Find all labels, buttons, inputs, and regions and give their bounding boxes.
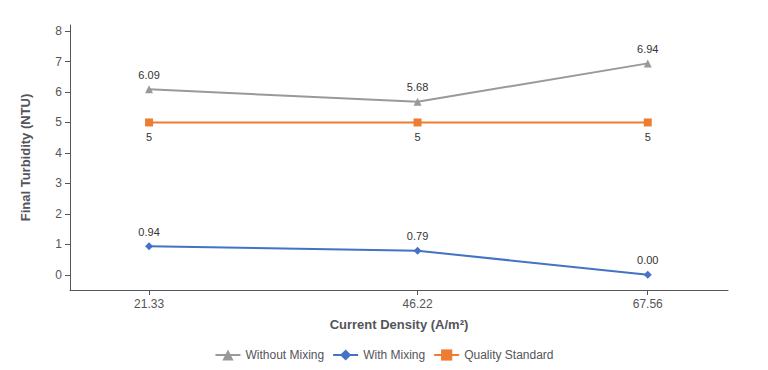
svg-text:Without Mixing: Without Mixing	[245, 348, 324, 362]
svg-text:5: 5	[645, 131, 651, 143]
svg-text:8: 8	[55, 24, 62, 38]
svg-text:6.94: 6.94	[637, 43, 658, 55]
svg-text:Final Turbidity (NTU): Final Turbidity (NTU)	[18, 94, 33, 222]
svg-text:5: 5	[55, 115, 62, 129]
svg-text:46.22: 46.22	[403, 297, 433, 311]
svg-text:6.09: 6.09	[138, 69, 159, 81]
svg-text:6: 6	[55, 85, 62, 99]
svg-text:0.00: 0.00	[637, 254, 658, 266]
svg-text:5.68: 5.68	[407, 81, 428, 93]
svg-text:21.33: 21.33	[134, 297, 164, 311]
svg-text:2: 2	[55, 207, 62, 221]
svg-text:Quality Standard: Quality Standard	[464, 348, 553, 362]
svg-text:1: 1	[55, 237, 62, 251]
svg-text:Current Density (A/m²): Current Density (A/m²)	[330, 317, 469, 332]
svg-text:0.94: 0.94	[138, 226, 159, 238]
svg-text:67.56: 67.56	[633, 297, 663, 311]
svg-text:3: 3	[55, 176, 62, 190]
svg-text:0.79: 0.79	[407, 230, 428, 242]
svg-text:With Mixing: With Mixing	[363, 348, 425, 362]
svg-text:4: 4	[55, 146, 62, 160]
svg-text:5: 5	[146, 131, 152, 143]
svg-text:5: 5	[414, 131, 420, 143]
svg-text:0: 0	[55, 268, 62, 282]
svg-text:7: 7	[55, 55, 62, 69]
